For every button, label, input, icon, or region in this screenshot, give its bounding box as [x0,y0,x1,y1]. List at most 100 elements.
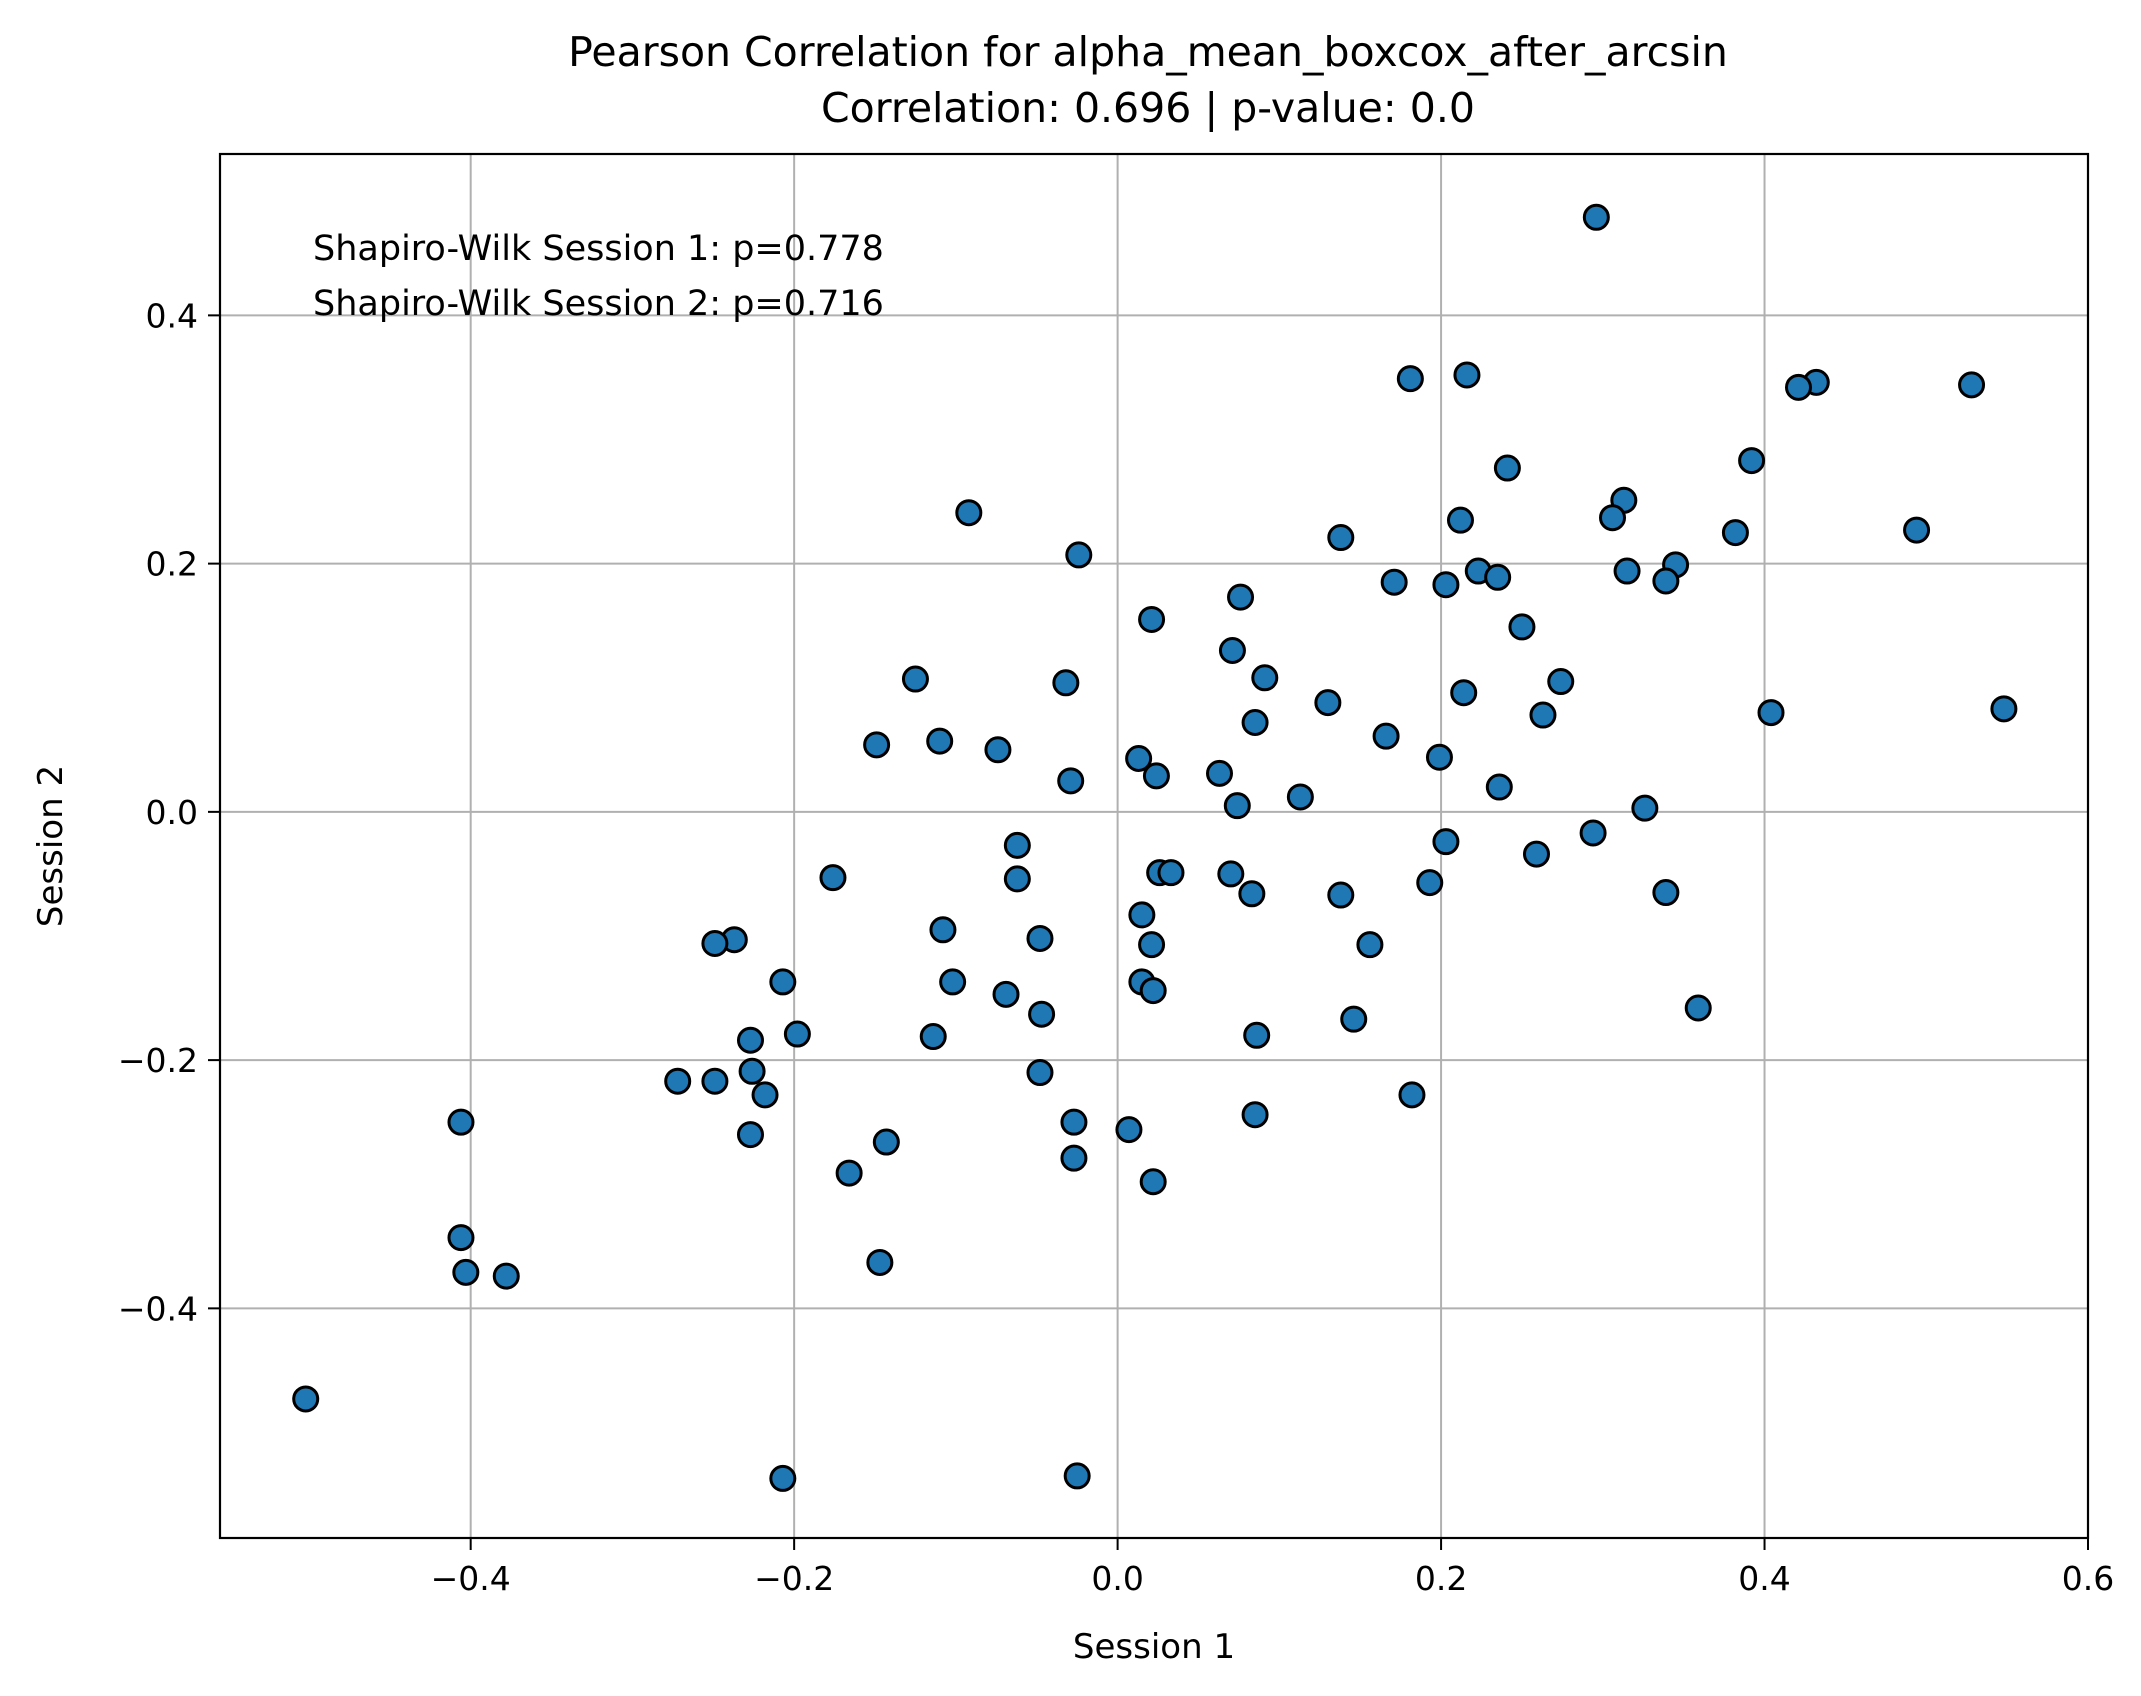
grid-lines [220,154,2089,1538]
data-point [1115,1116,1143,1144]
data-point [738,1057,766,1085]
y-tick-label: 0.2 [146,545,198,584]
data-point [863,731,891,759]
y-tick-label: 0.0 [146,793,198,832]
x-tick-label: −0.4 [431,1559,511,1598]
data-point [1356,931,1384,959]
data-point [1138,605,1166,633]
chart-subtitle: Correlation: 0.696 | p-value: 0.0 [821,84,1475,132]
data-point [447,1224,475,1252]
data-point [1582,203,1610,231]
data-point [1157,859,1185,887]
data-point [1721,519,1749,547]
data-point [1684,994,1712,1022]
data-point [751,1081,779,1109]
data-point [1446,506,1474,534]
data-point [1529,701,1557,729]
data-point [1052,669,1080,697]
y-tick-label: 0.4 [146,296,198,335]
data-point [1453,361,1481,389]
data-point [1286,783,1314,811]
data-point [1314,689,1342,717]
data-point [1139,977,1167,1005]
data-point [1003,831,1031,859]
data-point [866,1248,894,1276]
data-point [1757,699,1785,727]
data-point [1139,1168,1167,1196]
data-point [736,1121,764,1149]
data-point [1128,901,1156,929]
data-point [664,1067,692,1095]
data-point [901,665,929,693]
data-point [1003,865,1031,893]
data-point [1613,557,1641,585]
x-tick-label: 0.6 [2062,1559,2114,1598]
data-point [1631,794,1659,822]
data-point [992,980,1020,1008]
data-point [769,968,797,996]
data-point [1227,583,1255,611]
data-point [1243,1021,1271,1049]
data-point [1065,541,1093,569]
data-point [1903,516,1931,544]
axis-ticks: −0.4 −0.2 0.0 0.2 0.4 0.6 −0.4 −0.2 0.0 0.2 0.4 [118,296,2114,1598]
data-point [736,1026,764,1054]
data-point [769,1464,797,1492]
data-point [1217,860,1245,888]
data-point [1652,567,1680,595]
data-point [1785,373,1813,401]
x-axis-label: Session 1 [1073,1627,1235,1667]
annotation-shapiro-session-1: Shapiro-Wilk Session 1: p=0.778 [313,229,884,269]
data-point [1599,504,1627,532]
data-point [1416,869,1444,897]
data-point [929,916,957,944]
data-point [1425,743,1453,771]
data-point [1508,613,1536,641]
data-point [1057,767,1085,795]
data-point [955,499,983,527]
data-point [1396,365,1424,393]
x-tick-label: 0.2 [1415,1559,1467,1598]
data-point [1340,1005,1368,1033]
data-point [1579,819,1607,847]
data-point [1060,1108,1088,1136]
data-point [1547,668,1575,696]
x-tick-label: 0.0 [1091,1559,1143,1598]
data-point [939,968,967,996]
data-point [1372,722,1400,750]
data-point [1223,792,1251,820]
data-point [452,1258,480,1286]
scatter-points [292,203,2018,1492]
plot-area-frame [218,152,2090,1540]
data-point [1652,879,1680,907]
data-point [292,1385,320,1413]
y-tick-label: −0.2 [118,1041,198,1080]
chart-title: Pearson Correlation for alpha_mean_boxco… [568,28,1728,76]
data-point [492,1262,520,1290]
data-point [819,864,847,892]
data-point [1060,1144,1088,1172]
data-point [1484,563,1512,591]
data-point [1432,571,1460,599]
data-point [1251,664,1279,692]
data-point [872,1128,900,1156]
y-tick-label: −0.4 [118,1289,198,1328]
data-point [1028,1000,1056,1028]
x-tick-label: 0.4 [1738,1559,1790,1598]
data-point [701,929,729,957]
data-point [1218,637,1246,665]
data-point [984,736,1012,764]
data-point [1142,762,1170,790]
data-point [1125,744,1153,772]
data-point [1063,1462,1091,1490]
data-point [1450,679,1478,707]
x-tick-label: −0.2 [754,1559,834,1598]
data-point [783,1020,811,1048]
data-point [1206,759,1234,787]
data-point [1241,1101,1269,1129]
data-point [1738,447,1766,475]
data-point [1327,881,1355,909]
data-point [1958,371,1986,399]
data-point [1380,568,1408,596]
